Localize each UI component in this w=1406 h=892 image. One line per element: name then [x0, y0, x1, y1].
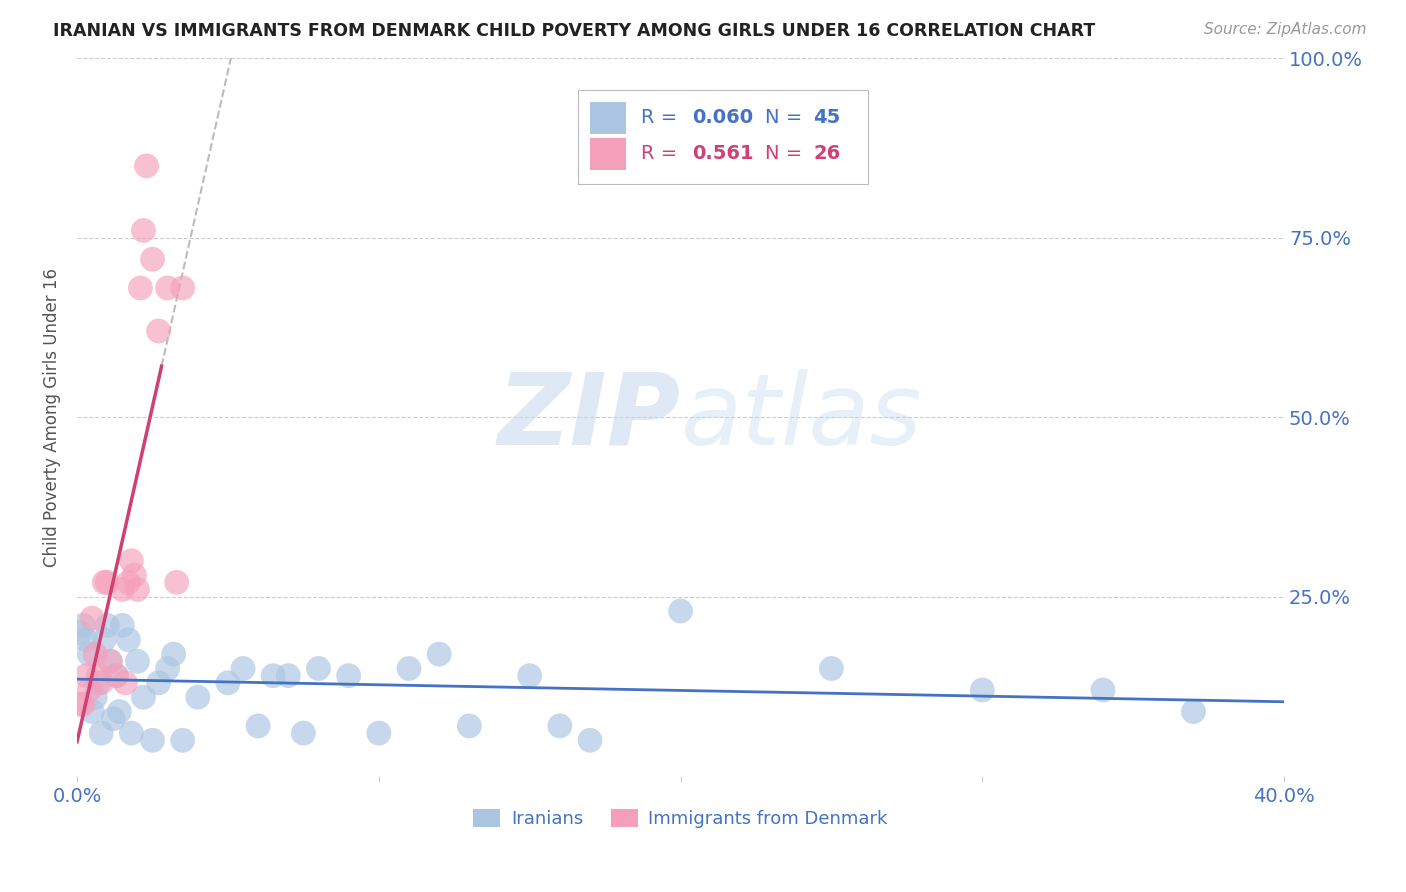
Text: R =: R = — [641, 108, 683, 128]
Point — [98, 654, 121, 668]
Point — [127, 654, 149, 668]
Text: Source: ZipAtlas.com: Source: ZipAtlas.com — [1204, 22, 1367, 37]
Point — [114, 676, 136, 690]
Point — [75, 632, 97, 647]
Point — [117, 575, 139, 590]
Point — [117, 632, 139, 647]
Point — [84, 690, 107, 705]
Point — [163, 647, 186, 661]
Text: 26: 26 — [813, 145, 841, 163]
Point — [90, 726, 112, 740]
Point — [93, 575, 115, 590]
Point — [972, 683, 994, 698]
Text: N =: N = — [765, 108, 808, 128]
Y-axis label: Child Poverty Among Girls Under 16: Child Poverty Among Girls Under 16 — [44, 268, 60, 566]
Point — [156, 281, 179, 295]
Point — [98, 654, 121, 668]
Point — [90, 676, 112, 690]
Point — [120, 726, 142, 740]
Point — [87, 676, 110, 690]
Point — [129, 281, 152, 295]
Point — [132, 690, 155, 705]
Text: 0.060: 0.060 — [693, 108, 754, 128]
Point — [277, 668, 299, 682]
FancyBboxPatch shape — [591, 102, 626, 134]
Point — [1091, 683, 1114, 698]
Point — [96, 575, 118, 590]
Point — [105, 668, 128, 682]
Point — [427, 647, 450, 661]
Point — [111, 582, 134, 597]
Point — [105, 668, 128, 682]
Point — [84, 647, 107, 661]
Point — [127, 582, 149, 597]
Point — [166, 575, 188, 590]
Text: ZIP: ZIP — [498, 368, 681, 466]
Point — [108, 705, 131, 719]
Point — [579, 733, 602, 747]
Point — [87, 668, 110, 682]
Text: 0.561: 0.561 — [693, 145, 754, 163]
Point — [132, 223, 155, 237]
Point — [72, 618, 94, 632]
Point — [69, 698, 91, 712]
Legend: Iranians, Immigrants from Denmark: Iranians, Immigrants from Denmark — [465, 802, 896, 836]
Point — [120, 554, 142, 568]
Text: IRANIAN VS IMMIGRANTS FROM DENMARK CHILD POVERTY AMONG GIRLS UNDER 16 CORRELATIO: IRANIAN VS IMMIGRANTS FROM DENMARK CHILD… — [53, 22, 1095, 40]
Point — [1182, 705, 1205, 719]
Point — [69, 625, 91, 640]
Point — [135, 159, 157, 173]
Point — [172, 733, 194, 747]
Point — [75, 668, 97, 682]
Point — [187, 690, 209, 705]
Point — [156, 661, 179, 675]
Point — [72, 698, 94, 712]
Point — [519, 668, 541, 682]
Point — [93, 632, 115, 647]
Text: R =: R = — [641, 145, 689, 163]
FancyBboxPatch shape — [578, 90, 868, 184]
Point — [148, 324, 170, 338]
Point — [458, 719, 481, 733]
FancyBboxPatch shape — [591, 137, 626, 169]
Point — [367, 726, 389, 740]
Point — [77, 647, 100, 661]
Text: 45: 45 — [813, 108, 841, 128]
Point — [141, 252, 163, 267]
Point — [398, 661, 420, 675]
Point — [82, 705, 104, 719]
Point — [247, 719, 270, 733]
Point — [141, 733, 163, 747]
Point — [172, 281, 194, 295]
Point — [337, 668, 360, 682]
Point — [111, 618, 134, 632]
Point — [308, 661, 330, 675]
Point — [82, 611, 104, 625]
Point — [292, 726, 315, 740]
Text: N =: N = — [765, 145, 808, 163]
Point — [232, 661, 254, 675]
Text: atlas: atlas — [681, 368, 922, 466]
Point — [103, 712, 125, 726]
Point — [548, 719, 571, 733]
Point — [148, 676, 170, 690]
Point — [820, 661, 842, 675]
Point — [124, 568, 146, 582]
Point — [669, 604, 692, 618]
Point — [77, 683, 100, 698]
Point — [262, 668, 284, 682]
Point — [217, 676, 239, 690]
Point — [96, 618, 118, 632]
